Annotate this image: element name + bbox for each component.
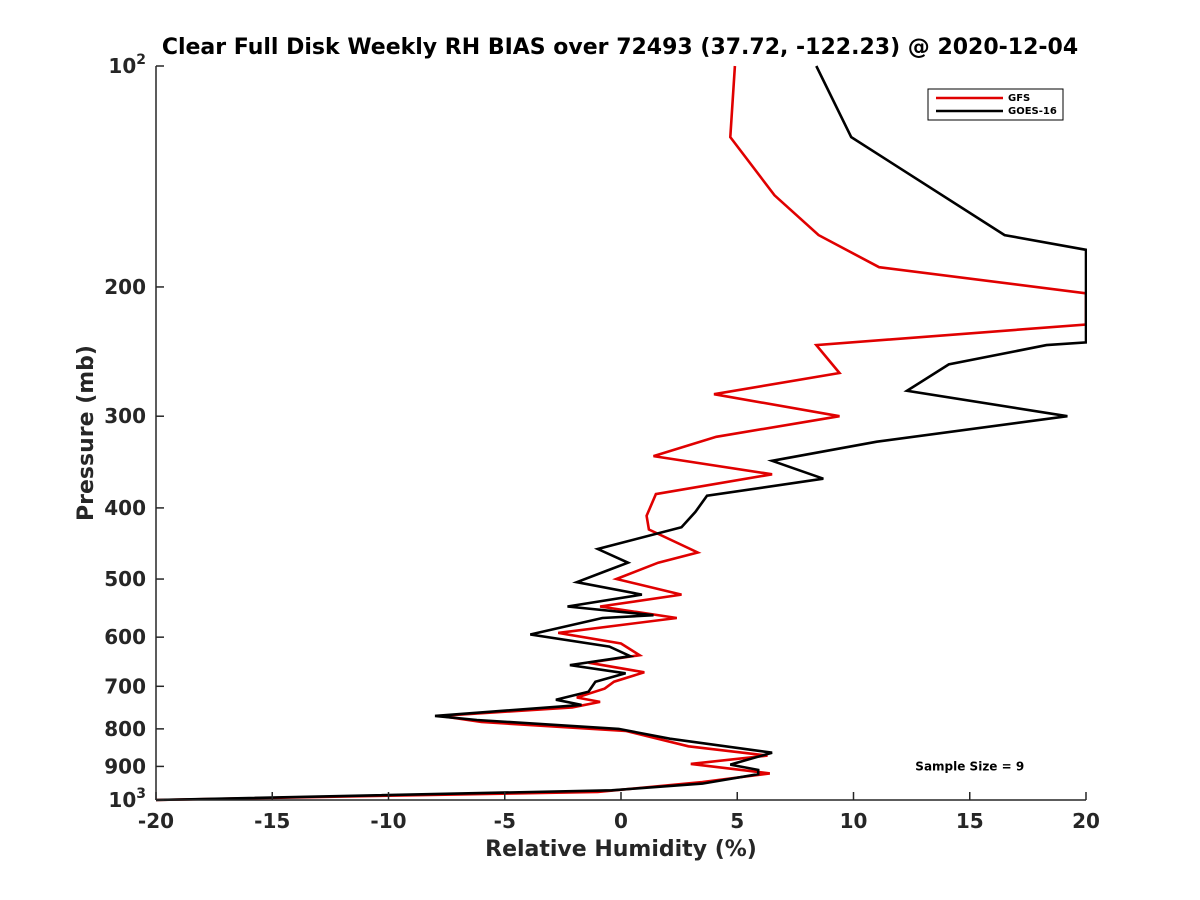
y-tick-label: 102	[108, 52, 146, 78]
legend-label-gfs: GFS	[1008, 93, 1030, 104]
x-tick-label: -5	[494, 809, 516, 833]
y-tick-label: 900	[104, 754, 146, 778]
x-tick-label: 10	[840, 809, 868, 833]
sample-size-annotation: Sample Size = 9	[915, 759, 1024, 773]
x-tick-label: -15	[254, 809, 290, 833]
legend-box	[927, 88, 1064, 121]
x-tick-label: 20	[1072, 809, 1100, 833]
x-tick-label: 15	[956, 809, 984, 833]
y-tick-label: 200	[104, 275, 146, 299]
legend-label-goes-16: GOES-16	[1008, 106, 1057, 117]
x-tick-label: 0	[614, 809, 628, 833]
x-axis-title: Relative Humidity (%)	[485, 837, 757, 862]
series-layer	[156, 65, 1087, 802]
legend: GFS GOES-16	[927, 88, 1064, 121]
y-tick-label: 500	[104, 567, 146, 591]
y-tick-label: 600	[104, 625, 146, 649]
y-tick-label: 400	[104, 496, 146, 520]
series-line-goes-16	[156, 65, 1087, 802]
x-tick-layer: -20 -15 -10 -5 0 5 10 15 20	[138, 792, 1100, 833]
y-tick-label: 300	[104, 404, 146, 428]
y-tick-label: 800	[104, 717, 146, 741]
chart-title: Clear Full Disk Weekly RH BIAS over 7249…	[162, 35, 1078, 60]
x-tick-label: 5	[730, 809, 744, 833]
y-tick-label: 700	[104, 674, 146, 698]
x-tick-label: -10	[370, 809, 406, 833]
y-axis-title: Pressure (mb)	[74, 345, 99, 521]
x-tick-label: -20	[138, 809, 174, 833]
y-tick-layer: 102 200 300 400 500 600 700 800 900 103	[104, 52, 164, 812]
y-tick-label: 103	[108, 786, 146, 812]
